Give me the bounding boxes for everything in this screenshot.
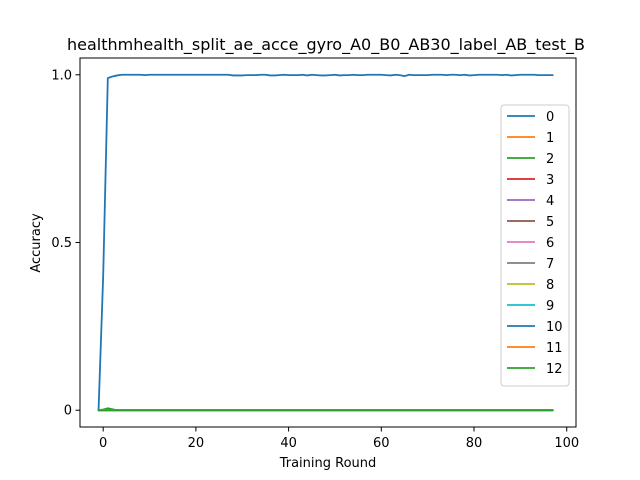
x-tick-label: 40 — [280, 436, 297, 451]
legend-entry-1: 1 — [546, 131, 554, 146]
legend-entry-4: 4 — [546, 194, 554, 209]
x-axis: 0 20 40 60 80 100 — [99, 427, 579, 451]
legend-entry-5: 5 — [546, 215, 554, 230]
x-axis-label: Training Round — [279, 456, 377, 471]
legend-entry-3: 3 — [546, 173, 554, 188]
legend-entry-2: 2 — [546, 152, 554, 167]
y-tick-label: 1.0 — [51, 68, 72, 83]
series-line-10 — [97, 73, 554, 412]
legend-entry-7: 7 — [546, 257, 554, 272]
y-axis: 0 0.5 1.0 — [51, 68, 80, 419]
y-tick-label: 0 — [64, 404, 72, 419]
x-tick-label: 80 — [466, 436, 483, 451]
legend-box — [500, 104, 570, 387]
legend-entry-6: 6 — [546, 236, 554, 251]
y-tick-label: 0.5 — [51, 236, 72, 251]
x-tick-label: 20 — [188, 436, 205, 451]
x-tick-label: 0 — [99, 436, 107, 451]
legend-entry-8: 8 — [546, 278, 554, 293]
series-layer — [97, 73, 554, 412]
legend-entry-9: 9 — [546, 299, 554, 314]
x-tick-label: 100 — [554, 436, 579, 451]
legend-entry-0: 0 — [546, 110, 554, 125]
chart-title: healthmhealth_split_ae_acce_gyro_A0_B0_A… — [67, 35, 585, 55]
legend-entry-10: 10 — [546, 320, 563, 335]
legend-entry-11: 11 — [546, 341, 563, 356]
y-axis-label: Accuracy — [29, 213, 44, 273]
x-tick-label: 60 — [373, 436, 390, 451]
legend-entry-12: 12 — [546, 362, 563, 377]
